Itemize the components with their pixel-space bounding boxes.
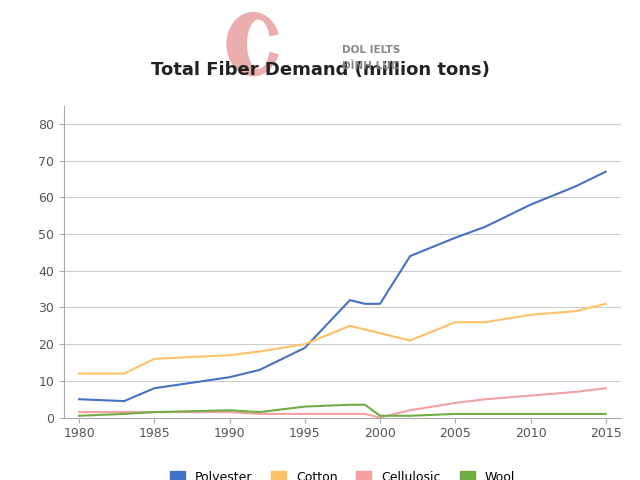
Polyester	[451, 235, 459, 240]
Polyester	[527, 202, 534, 207]
Polyester	[301, 345, 308, 351]
Cotton	[120, 371, 128, 376]
Wool	[406, 413, 414, 419]
Polyester	[76, 396, 83, 402]
Wool	[361, 402, 369, 408]
Polyester	[406, 253, 414, 259]
Cellulosic	[301, 411, 308, 417]
Cellulosic	[150, 409, 158, 415]
Wool	[572, 411, 579, 417]
Cellulosic	[572, 389, 579, 395]
Line: Polyester: Polyester	[79, 172, 605, 401]
Cotton	[301, 341, 308, 347]
Legend: Polyester, Cotton, Cellulosic, Wool: Polyester, Cotton, Cellulosic, Wool	[164, 465, 521, 480]
Polyester	[346, 297, 354, 303]
Wool	[481, 411, 489, 417]
Cellulosic	[76, 409, 83, 415]
Polyester	[120, 398, 128, 404]
Polyester	[226, 374, 234, 380]
Wool	[376, 413, 384, 419]
Polyester	[150, 385, 158, 391]
Wool	[226, 408, 234, 413]
Cellulosic	[226, 409, 234, 415]
Cotton	[226, 352, 234, 358]
Cotton	[361, 326, 369, 332]
Cotton	[406, 337, 414, 343]
Wool	[527, 411, 534, 417]
Cellulosic	[602, 385, 609, 391]
Cellulosic	[527, 393, 534, 398]
Cotton	[451, 319, 459, 325]
Polyester	[361, 301, 369, 307]
Line: Wool: Wool	[79, 405, 605, 416]
Cellulosic	[481, 396, 489, 402]
Wool	[451, 411, 459, 417]
Cotton	[481, 319, 489, 325]
Polyester	[256, 367, 264, 373]
Cellulosic	[451, 400, 459, 406]
Cellulosic	[256, 411, 264, 417]
Line: Cellulosic: Cellulosic	[79, 388, 605, 418]
Cotton	[150, 356, 158, 362]
Wool	[346, 402, 354, 408]
Cotton	[376, 330, 384, 336]
Polyester	[572, 183, 579, 189]
Polyester	[481, 224, 489, 229]
Wool	[256, 409, 264, 415]
Cellulosic	[406, 408, 414, 413]
Cotton	[527, 312, 534, 318]
Cotton	[256, 348, 264, 354]
Text: DOL IELTS: DOL IELTS	[342, 46, 401, 55]
Cellulosic	[361, 411, 369, 417]
Text: Total Fiber Demand (million tons): Total Fiber Demand (million tons)	[150, 61, 490, 79]
Polyester	[602, 169, 609, 175]
Cellulosic	[120, 409, 128, 415]
Cotton	[572, 308, 579, 314]
Wool	[602, 411, 609, 417]
Wool	[120, 411, 128, 417]
Wool	[150, 409, 158, 415]
Cotton	[346, 323, 354, 329]
Cellulosic	[346, 411, 354, 417]
Cellulosic	[376, 415, 384, 420]
Polyester	[376, 301, 384, 307]
Polygon shape	[227, 12, 279, 76]
Line: Cotton: Cotton	[79, 304, 605, 373]
Wool	[301, 404, 308, 409]
Text: ĐÌNH LỰC: ĐÌNH LỰC	[342, 59, 399, 71]
Cotton	[76, 371, 83, 376]
Wool	[76, 413, 83, 419]
Cotton	[602, 301, 609, 307]
